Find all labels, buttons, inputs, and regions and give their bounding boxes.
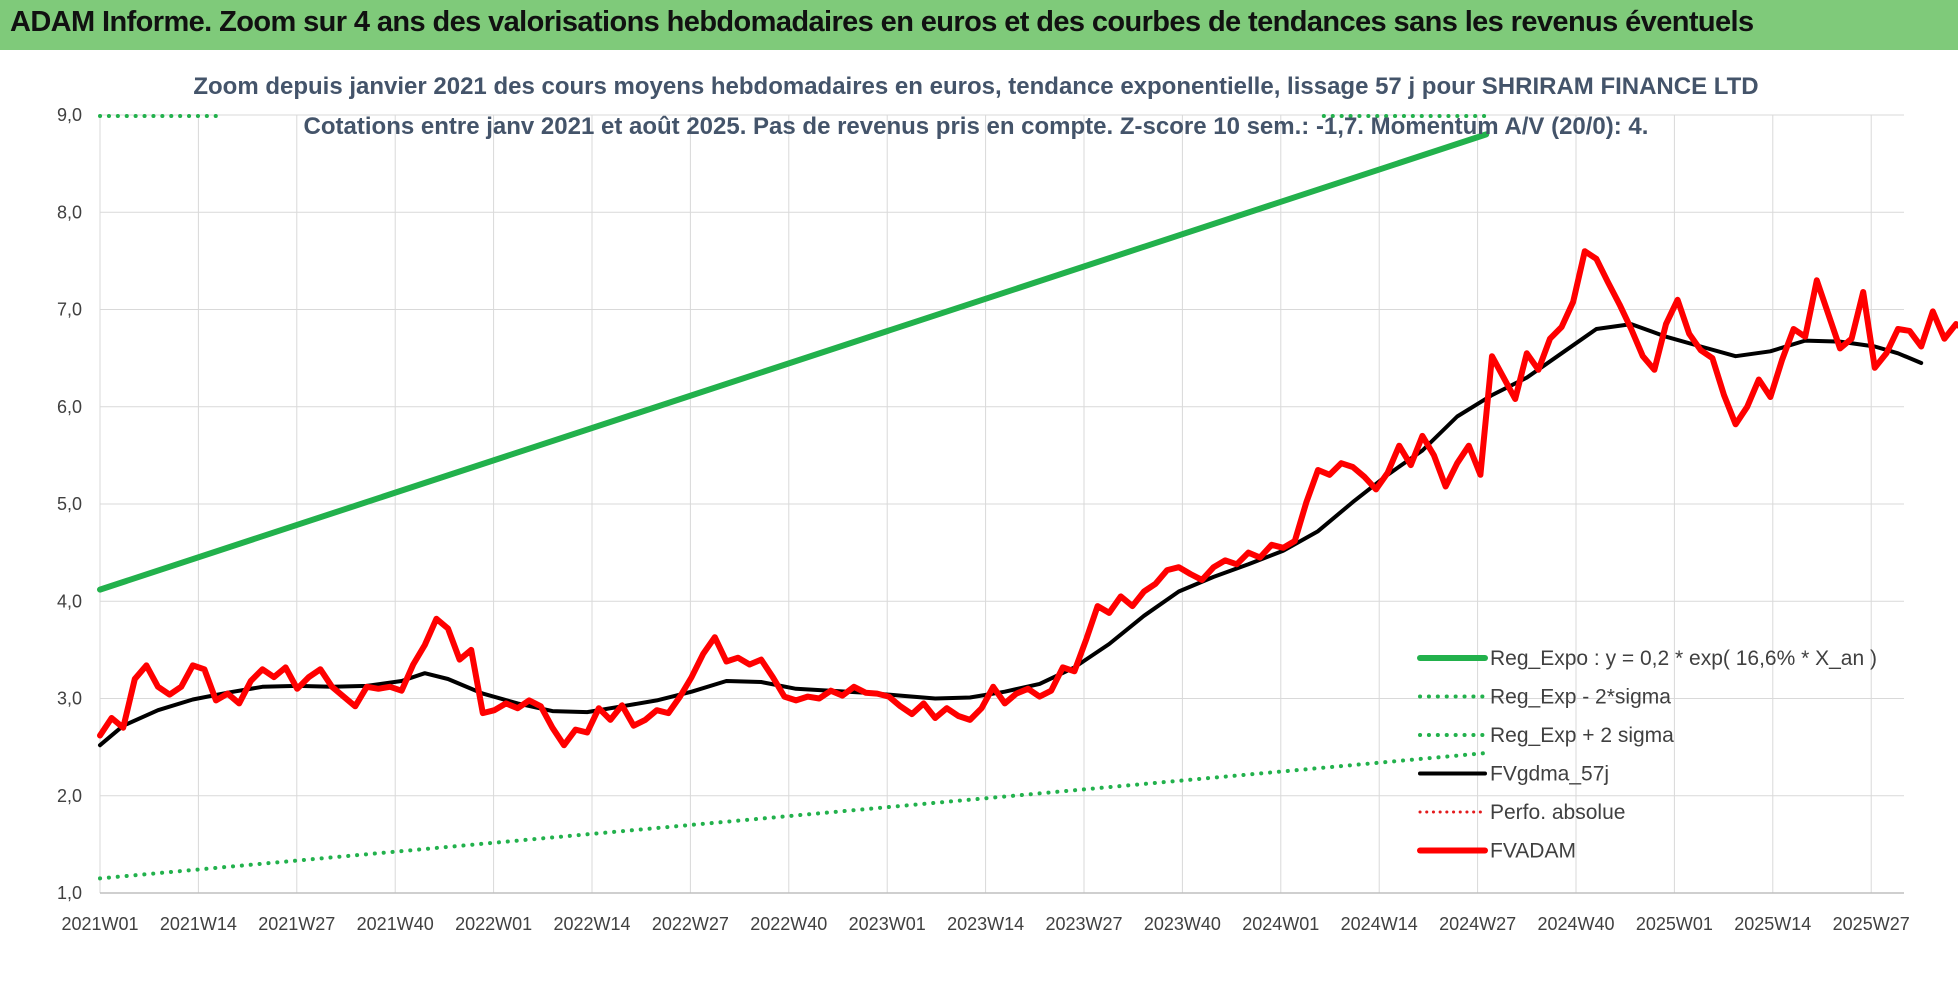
chart-subtitle-line2: Cotations entre janv 2021 et août 2025. … — [304, 113, 1649, 140]
x-tick-label: 2024W27 — [1439, 914, 1516, 934]
x-tick-label: 2023W14 — [947, 914, 1024, 934]
y-tick-label: 1,0 — [57, 883, 82, 903]
y-tick-label: 7,0 — [57, 300, 82, 320]
x-tick-label: 2023W01 — [849, 914, 926, 934]
x-tick-label: 2021W27 — [258, 914, 335, 934]
x-axis-ticks: 2021W01 2021W14 2021W27 2021W40 2022W01 2022W… — [61, 914, 1909, 934]
x-tick-label: 2021W01 — [61, 914, 138, 934]
chart-series — [97, 114, 1958, 881]
x-tick-label: 2024W01 — [1242, 914, 1319, 934]
y-tick-label: 8,0 — [57, 202, 82, 222]
legend-label: Reg_Expo : y = 0,2 * exp( 16,6% * X_an ) — [1490, 647, 1877, 670]
legend-label: Perfo. absolue — [1490, 801, 1625, 824]
x-tick-label: 2022W01 — [455, 914, 532, 934]
legend-label: Reg_Exp - 2*sigma — [1490, 686, 1671, 709]
x-tick-label: 2022W27 — [652, 914, 729, 934]
chart-area: 1,0 2,0 3,0 4,0 5,0 6,0 7,0 8,0 9,0 2021W01 2021W… — [0, 50, 1958, 984]
x-tick-label: 2022W40 — [750, 914, 827, 934]
x-tick-label: 2025W14 — [1734, 914, 1811, 934]
y-axis-ticks: 1,0 2,0 3,0 4,0 5,0 6,0 7,0 8,0 9,0 — [57, 105, 82, 903]
legend-label: FVADAM — [1490, 840, 1576, 863]
chart-grid — [99, 114, 1904, 894]
y-tick-label: 5,0 — [57, 494, 82, 514]
x-tick-label: 2022W14 — [553, 914, 630, 934]
x-tick-label: 2023W40 — [1144, 914, 1221, 934]
x-tick-label: 2025W01 — [1636, 914, 1713, 934]
chart-subtitle-line1: Zoom depuis janvier 2021 des cours moyen… — [193, 73, 1758, 100]
series-line — [98, 751, 1489, 881]
legend-label: Reg_Exp + 2 sigma — [1490, 724, 1674, 747]
y-tick-label: 9,0 — [57, 105, 82, 125]
y-tick-label: 6,0 — [57, 397, 82, 417]
y-tick-label: 2,0 — [57, 786, 82, 806]
y-tick-label: 4,0 — [57, 591, 82, 611]
series-line — [97, 131, 1490, 593]
y-tick-label: 3,0 — [57, 689, 82, 709]
x-tick-label: 2023W27 — [1045, 914, 1122, 934]
x-tick-label: 2021W14 — [160, 914, 237, 934]
report-title: ADAM Informe. Zoom sur 4 ans des valoris… — [10, 6, 1754, 38]
x-tick-label: 2025W27 — [1833, 914, 1910, 934]
x-tick-label: 2021W40 — [357, 914, 434, 934]
x-tick-label: 2024W40 — [1537, 914, 1614, 934]
legend-label: FVgdma_57j — [1490, 763, 1609, 786]
report-header: ADAM Informe. Zoom sur 4 ans des valoris… — [0, 0, 1958, 51]
chart-legend: Reg_Expo : y = 0,2 * exp( 16,6% * X_an )… — [1417, 647, 1877, 863]
chart: 1,02,03,04,05,06,07,08,09,0 2021W01 2021W… — [0, 50, 1958, 984]
series-line — [97, 248, 1958, 749]
x-tick-label: 2024W14 — [1341, 914, 1418, 934]
